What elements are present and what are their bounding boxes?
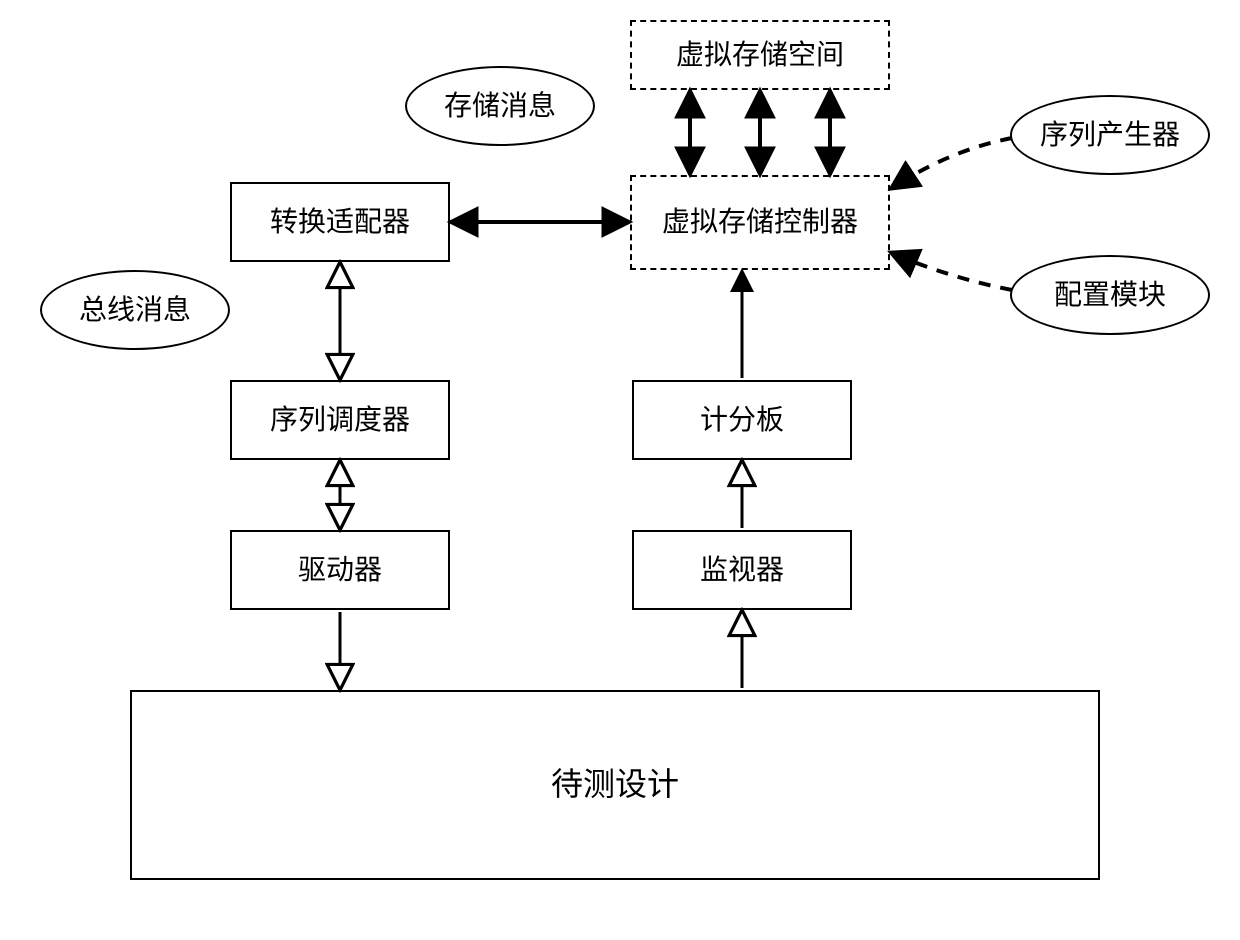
node-bus-message: 总线消息 <box>40 270 230 350</box>
node-virtual-storage-ctrl: 虚拟存储控制器 <box>630 175 890 270</box>
node-virtual-storage-space: 虚拟存储空间 <box>630 20 890 90</box>
node-storage-message: 存储消息 <box>405 66 595 146</box>
node-conversion-adapter: 转换适配器 <box>230 182 450 262</box>
node-config-module: 配置模块 <box>1010 255 1210 335</box>
node-scoreboard: 计分板 <box>632 380 852 460</box>
node-sequence-scheduler: 序列调度器 <box>230 380 450 460</box>
node-monitor: 监视器 <box>632 530 852 610</box>
node-driver: 驱动器 <box>230 530 450 610</box>
node-sequence-generator: 序列产生器 <box>1010 95 1210 175</box>
node-dut: 待测设计 <box>130 690 1100 880</box>
